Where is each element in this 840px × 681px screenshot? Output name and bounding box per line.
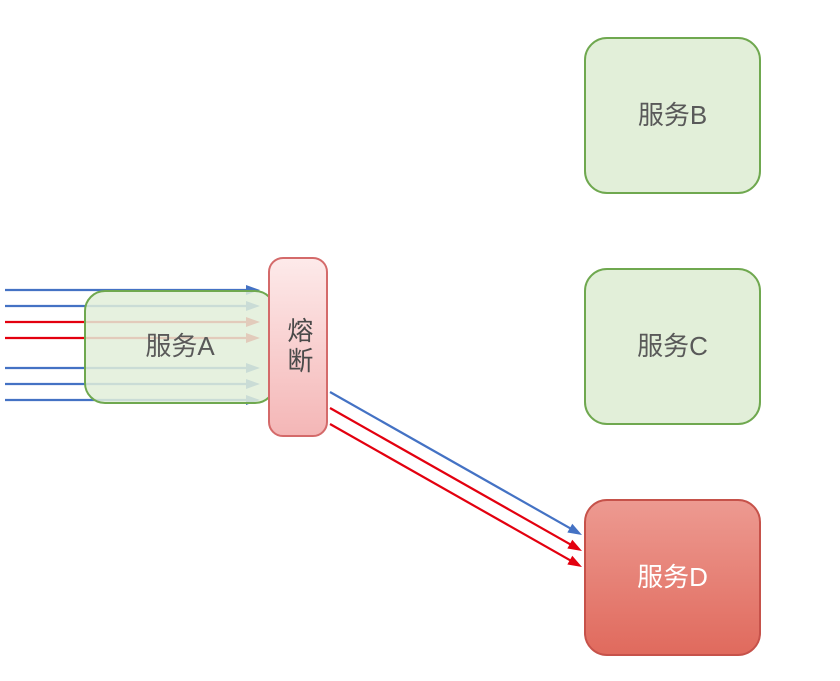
- node-serviceC: 服务C: [585, 269, 760, 424]
- node-serviceD: 服务D: [585, 500, 760, 655]
- node-label: 熔断: [281, 317, 315, 377]
- node-serviceB: 服务B: [585, 38, 760, 193]
- node-label: 服务C: [637, 330, 708, 364]
- node-label: 服务A: [145, 330, 214, 364]
- node-serviceA: 服务A: [85, 291, 275, 403]
- node-label: 服务B: [638, 99, 707, 133]
- node-breaker: 熔断: [269, 258, 327, 436]
- node-label: 服务D: [637, 561, 708, 595]
